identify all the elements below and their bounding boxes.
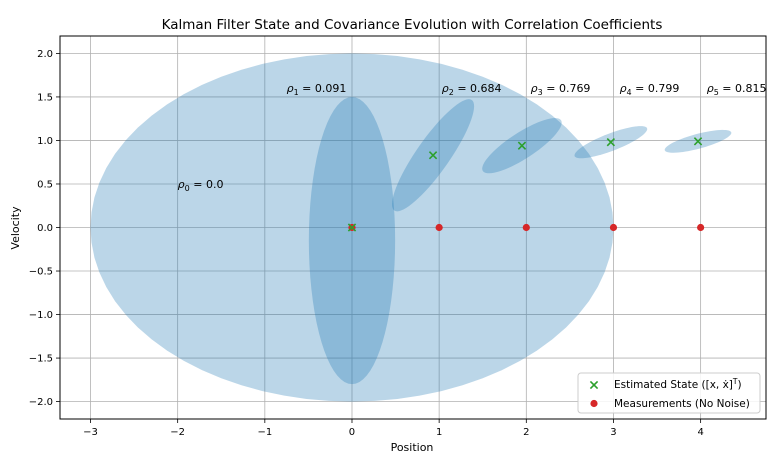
chart-title: Kalman Filter State and Covariance Evolu… <box>162 17 663 33</box>
y-tick-label: −1.0 <box>29 310 53 321</box>
estimate-point <box>606 138 616 147</box>
legend-estimate-label: Estimated State ([x, ẋ]T) <box>614 377 742 391</box>
correlation-label: ρ3 = 0.769 <box>531 82 591 97</box>
y-tick-label: −2.0 <box>29 397 53 408</box>
estimate-point <box>693 137 703 146</box>
y-axis-ticks: −2.0 −1.5 −1.0 −0.5 0.0 0.5 1.0 1.5 2.0 <box>29 49 60 408</box>
x-tick-label: 1 <box>436 427 442 438</box>
legend-estimate-close: ) <box>738 379 742 391</box>
x-tick-label: 4 <box>697 427 703 438</box>
estimate-points <box>347 137 703 232</box>
legend-estimate-sup: T <box>732 377 738 386</box>
legend-measurement-dot <box>590 399 598 408</box>
correlation-annotations: ρ0 = 0.0 ρ1 = 0.091 ρ2 = 0.684 ρ3 = 0.769 ρ4… <box>178 82 767 193</box>
measurement-point <box>609 223 618 232</box>
correlation-label: ρ0 = 0.0 <box>178 178 224 193</box>
measurement-point <box>697 223 705 232</box>
y-tick-label: 0.5 <box>37 179 53 190</box>
estimate-point <box>428 151 438 160</box>
legend-estimate-marker <box>589 380 599 390</box>
legend-box <box>577 372 761 414</box>
legend-measurement-label: Measurements (No Noise) <box>614 398 750 410</box>
legend-measurement-marker <box>590 399 598 408</box>
x-axis-title: Position <box>391 441 434 454</box>
y-tick-label: −0.5 <box>29 267 53 278</box>
y-tick-label: 1.5 <box>37 92 53 103</box>
measurement-point <box>522 223 530 232</box>
x-tick-label: −3 <box>83 427 98 438</box>
x-axis-ticks: −3 −2 −1 0 1 2 3 4 <box>83 419 704 438</box>
correlation-label: ρ2 = 0.684 <box>442 82 502 97</box>
grid <box>60 36 766 419</box>
legend-estimate-x <box>589 380 599 390</box>
measurement-point <box>435 223 443 232</box>
y-axis-title: Velocity <box>9 206 22 250</box>
x-tick-label: −2 <box>170 427 185 438</box>
x-tick-label: 0 <box>349 427 355 438</box>
x-tick-label: 2 <box>523 427 529 438</box>
y-tick-label: 2.0 <box>37 49 53 60</box>
estimate-point <box>517 141 527 150</box>
y-tick-label: −1.5 <box>29 354 53 365</box>
y-tick-label: 1.0 <box>37 136 53 147</box>
correlation-label: ρ4 = 0.799 <box>620 82 680 97</box>
y-tick-label: 0.0 <box>37 223 53 234</box>
correlation-label: ρ1 = 0.091 <box>287 82 347 97</box>
x-tick-label: −1 <box>257 427 272 438</box>
estimate-point <box>347 223 357 232</box>
x-tick-label: 3 <box>610 427 616 438</box>
legend: Estimated State ([x, ẋ]T) Measurements (… <box>577 372 761 414</box>
correlation-label: ρ5 = 0.815 <box>707 82 767 97</box>
covariance-ellipse <box>308 96 396 385</box>
